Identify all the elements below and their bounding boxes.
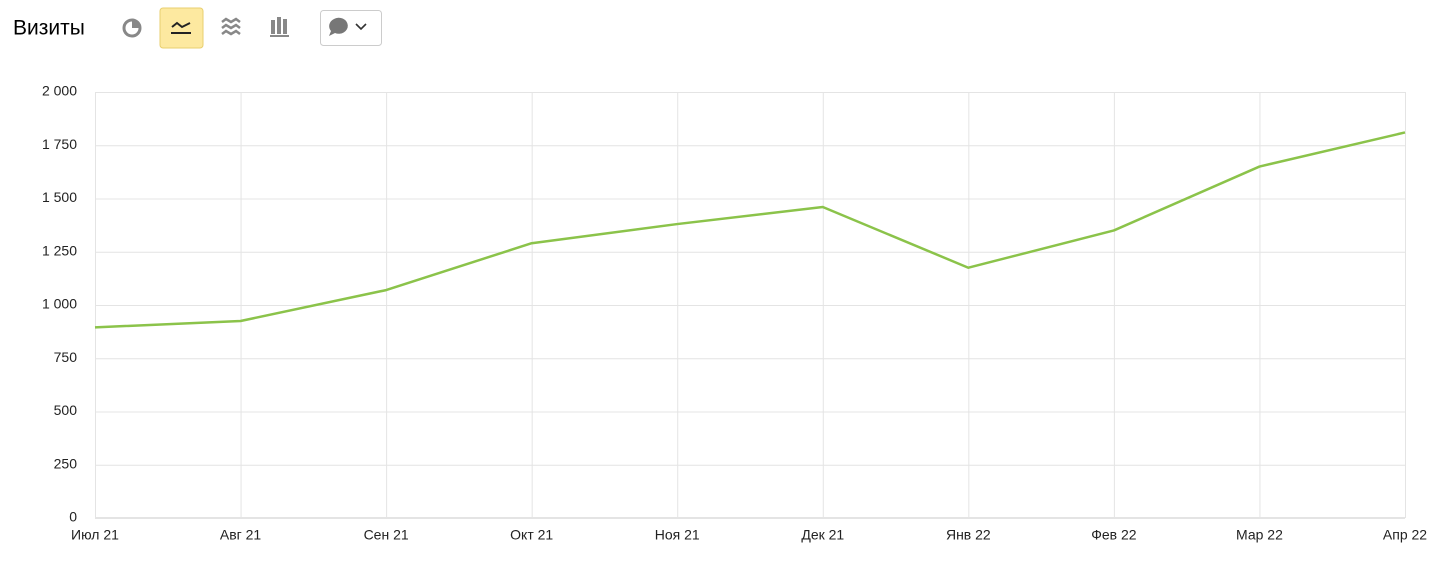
bar-button[interactable] <box>270 17 289 37</box>
chevron-icon <box>355 23 367 31</box>
y-tick-label: 0 <box>69 509 77 525</box>
y-tick-label: 1 250 <box>42 242 77 258</box>
area-icon <box>221 17 241 24</box>
y-tick-label: 1 000 <box>42 296 77 312</box>
x-tick-label: Ноя 21 <box>655 527 700 543</box>
x-tick-label: Сен 21 <box>364 527 409 543</box>
bar-icon-base <box>270 35 289 37</box>
chart-title: Визиты <box>13 17 85 40</box>
x-tick-label: Июл 21 <box>71 527 119 543</box>
y-tick-label: 250 <box>54 455 78 471</box>
pie-icon-slice <box>132 20 140 28</box>
x-tick-label: Окт 21 <box>510 527 553 543</box>
x-tick-label: Янв 22 <box>946 527 991 543</box>
y-tick-label: 1 500 <box>42 189 77 205</box>
area-icon <box>221 29 241 36</box>
comment-icon <box>329 17 348 36</box>
line-icon <box>171 21 191 29</box>
bar-icon <box>271 20 275 34</box>
y-tick-label: 1 750 <box>42 136 77 152</box>
y-tick-label: 750 <box>54 349 78 365</box>
line-button[interactable] <box>159 7 204 49</box>
x-tick-label: Фев 22 <box>1091 527 1137 543</box>
bar-icon <box>283 19 287 34</box>
line-button-bg <box>159 7 204 49</box>
x-tick-label: Авг 21 <box>220 527 262 543</box>
y-tick-label: 500 <box>54 402 78 418</box>
x-tick-label: Мар 22 <box>1236 527 1283 543</box>
area-icon <box>221 23 241 30</box>
area-button[interactable] <box>221 17 241 36</box>
bar-icon <box>277 17 281 34</box>
pie-button[interactable] <box>122 18 142 38</box>
y-tick-label: 2 000 <box>42 83 77 99</box>
x-tick-label: Дек 21 <box>801 527 844 543</box>
annotations-dropdown[interactable] <box>320 10 382 46</box>
x-tick-label: Апр 22 <box>1383 527 1427 543</box>
series-line <box>94 131 1406 329</box>
